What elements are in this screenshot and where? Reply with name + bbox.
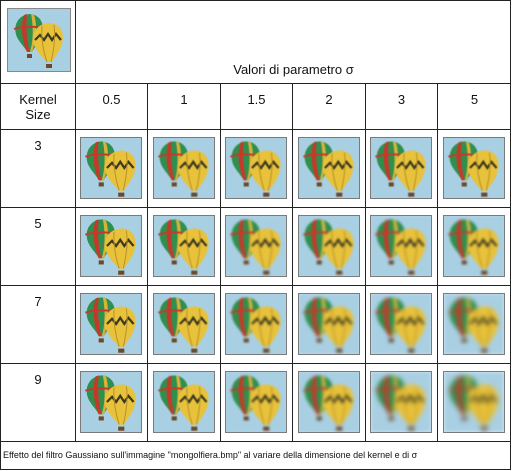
filtered-image-k9-s1 <box>153 371 215 433</box>
filtered-image-k3-s0.5 <box>80 137 142 199</box>
filtered-image-k9-s1.5 <box>225 371 287 433</box>
filtered-image-k5-s3 <box>370 215 432 277</box>
kernel-size-7-label: 7 <box>34 294 42 309</box>
kernel-size-3-label: 3 <box>34 138 42 153</box>
sigma-header-0: 0.5 <box>102 91 121 107</box>
sigma-parameter-title: Valori di parametro σ <box>233 61 354 77</box>
filtered-image-k7-s2 <box>298 293 360 355</box>
filtered-image-k5-s0.5 <box>80 215 142 277</box>
filtered-image-k7-s5 <box>443 293 505 355</box>
sigma-header-4: 3 <box>397 91 406 107</box>
sigma-header-2: 1.5 <box>247 91 266 107</box>
filtered-image-k3-s1.5 <box>225 137 287 199</box>
filtered-image-k7-s3 <box>370 293 432 355</box>
sigma-header-5: 5 <box>470 91 479 107</box>
filtered-image-k5-s1.5 <box>225 215 287 277</box>
filtered-image-k3-s3 <box>370 137 432 199</box>
filtered-image-k9-s3 <box>370 371 432 433</box>
filtered-image-k7-s1 <box>153 293 215 355</box>
filtered-image-k9-s0.5 <box>80 371 142 433</box>
filtered-image-k3-s2 <box>298 137 360 199</box>
filtered-image-k5-s2 <box>298 215 360 277</box>
filtered-image-k5-s5 <box>443 215 505 277</box>
original-balloon-image <box>7 8 71 72</box>
sigma-header-1: 1 <box>180 91 188 107</box>
filtered-image-k3-s1 <box>153 137 215 199</box>
filtered-image-k5-s1 <box>153 215 215 277</box>
kernel-size-header: Kernel Size <box>19 91 57 122</box>
filtered-image-k7-s1.5 <box>225 293 287 355</box>
filtered-image-k9-s2 <box>298 371 360 433</box>
kernel-size-5-label: 5 <box>34 216 42 231</box>
filtered-image-k3-s5 <box>443 137 505 199</box>
sigma-header-3: 2 <box>325 91 333 107</box>
filtered-image-k7-s0.5 <box>80 293 142 355</box>
figure-caption: Effetto del filtro Gaussiano sull'immagi… <box>3 450 418 460</box>
kernel-size-9-label: 9 <box>34 372 42 387</box>
filtered-image-k9-s5 <box>443 371 505 433</box>
